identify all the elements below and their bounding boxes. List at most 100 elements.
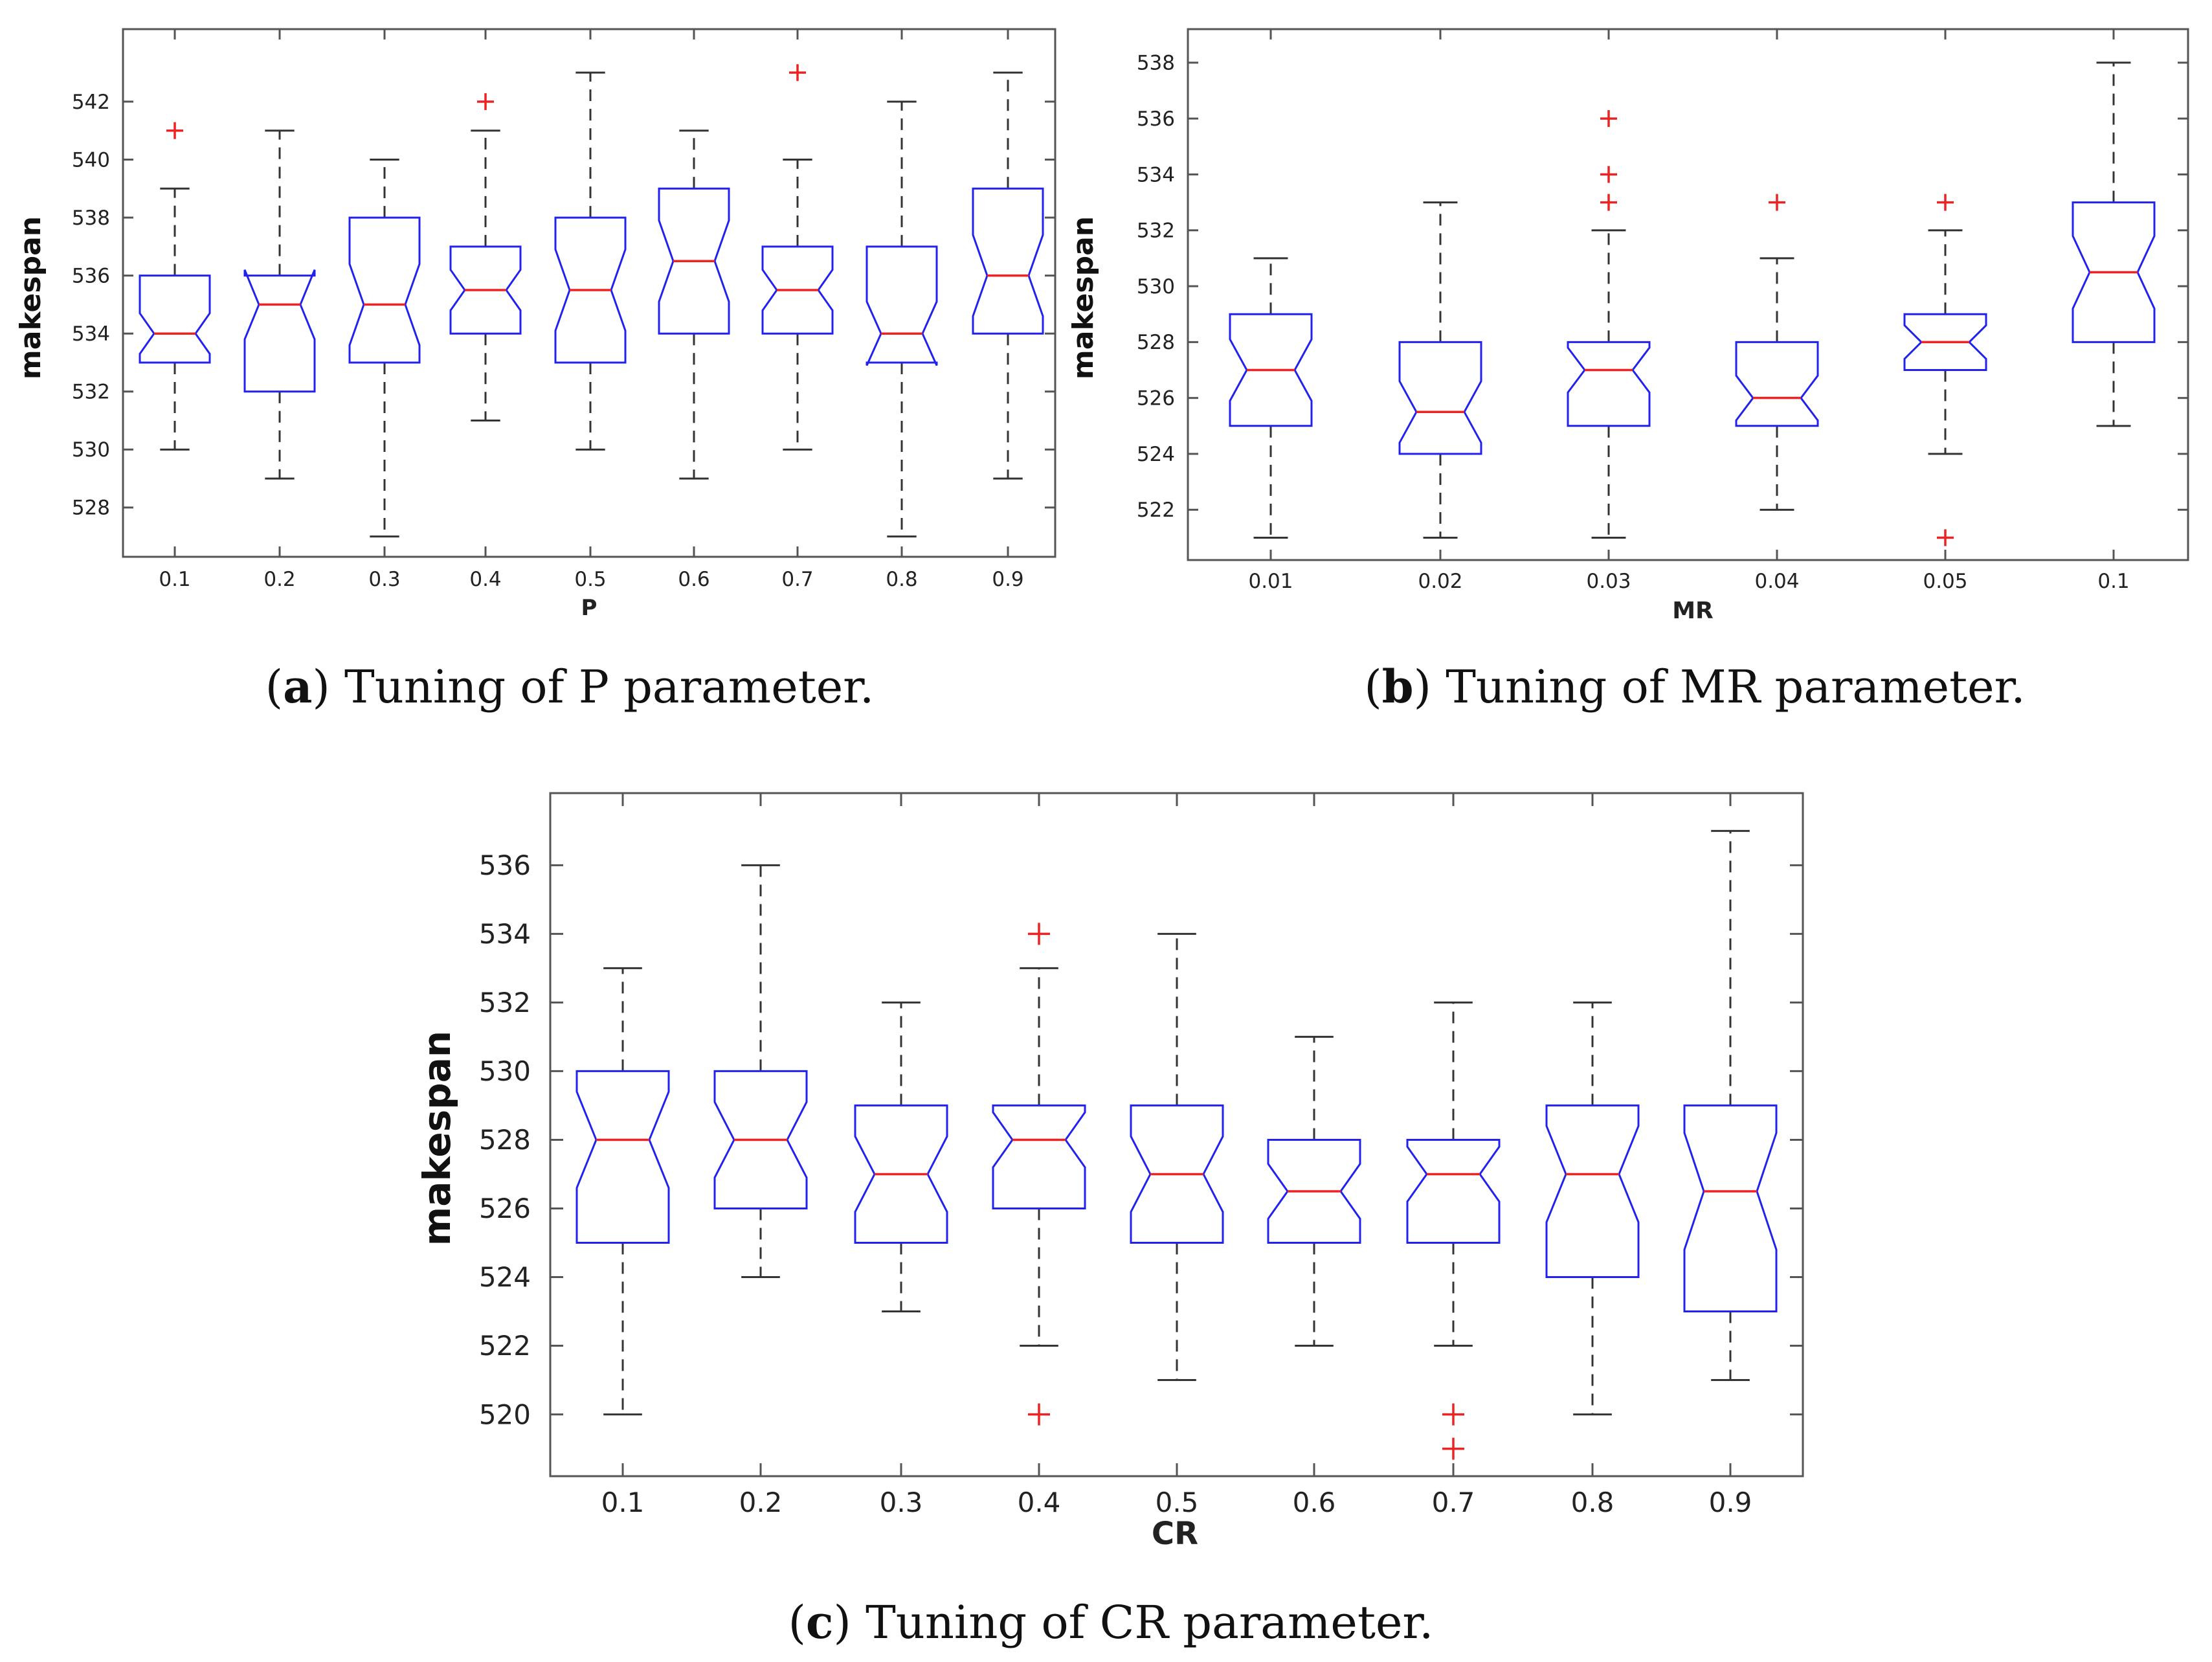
x-tick-label: 0.04 [1754, 570, 1799, 593]
x-tick-label: 0.1 [159, 568, 190, 591]
notched-box [554, 216, 627, 364]
panel-a-caption: (a) Tuning of P parameter. [265, 660, 874, 713]
notched-box [449, 245, 522, 335]
outlier-marker [1937, 194, 1954, 211]
panel-b-caption: (b) Tuning of MR parameter. [1364, 660, 2025, 713]
outlier-marker [1442, 1437, 1464, 1460]
panel-b-plot-frame [1187, 28, 2189, 561]
y-tick-label: 530 [1137, 275, 1175, 298]
y-tick-label: 532 [72, 381, 110, 404]
notched-box [658, 187, 730, 335]
outlier-marker [1600, 110, 1617, 128]
y-tick-label: 522 [1137, 499, 1175, 522]
y-tick-label: 538 [1137, 52, 1175, 75]
y-tick-label: 530 [479, 1055, 531, 1087]
x-tick-label: 0.8 [886, 568, 917, 591]
x-tick-label: 0.01 [1248, 570, 1293, 593]
x-tick-label: 0.02 [1418, 570, 1462, 593]
panel-b-chart: 522 524 526 528 530 532 534 536 538 0.01 0.02 0.03 0… [1067, 28, 2189, 713]
panel-a-caption-text: Tuning of P parameter. [330, 660, 874, 713]
x-tick-label: 0.4 [1018, 1487, 1061, 1518]
y-tick-label: 524 [1137, 443, 1175, 466]
x-tick-label: 0.9 [992, 568, 1023, 591]
panel-b-x-axis-title: MR [1672, 598, 1714, 624]
y-tick-label: 522 [479, 1330, 531, 1362]
panel-c-y-axis-title: makespan [415, 1031, 459, 1246]
x-tick-label: 0.1 [2097, 570, 2129, 593]
x-tick-label: 0.2 [263, 568, 295, 591]
y-tick-label: 534 [72, 322, 110, 346]
notched-box [972, 187, 1044, 335]
x-tick-label: 0.7 [781, 568, 813, 591]
notched-box [1567, 341, 1651, 427]
notched-box [1683, 1104, 1778, 1312]
notched-box [2072, 201, 2156, 343]
x-tick-label: 0.6 [1293, 1487, 1336, 1518]
panel-c-caption-letter: c [806, 1595, 834, 1649]
y-tick-label: 536 [479, 849, 531, 881]
outlier-marker [1600, 194, 1617, 211]
notched-box [854, 1104, 948, 1244]
x-tick-label: 0.2 [739, 1487, 783, 1518]
panel-a-plot-frame [122, 28, 1056, 558]
notched-box [348, 216, 421, 364]
outlier-marker [1769, 194, 1785, 211]
y-tick-label: 534 [479, 918, 531, 950]
outlier-marker [1442, 1403, 1464, 1426]
outlier-marker [789, 64, 806, 82]
y-tick-label: 536 [1137, 107, 1175, 131]
panel-a-x-axis-title: P [581, 595, 598, 621]
panel-c-caption: (c) Tuning of CR parameter. [788, 1595, 1434, 1649]
panel-b-caption-text: Tuning of MR parameter. [1431, 660, 2026, 713]
x-tick-label: 0.6 [678, 568, 709, 591]
notched-box [1903, 313, 1987, 371]
panel-b-y-axis-title: makespan [1067, 216, 1100, 379]
y-tick-label: 528 [479, 1124, 531, 1156]
notched-box [575, 1070, 670, 1244]
panel-a-chart: 528 530 532 534 536 538 540 542 0.1 0.2 0.3 0.4 0.5 0… [14, 28, 1056, 713]
x-tick-label: 0.7 [1432, 1487, 1475, 1518]
notched-box [1735, 341, 1819, 427]
panel-c-plot-frame [549, 792, 1804, 1477]
x-tick-label: 0.05 [1923, 570, 1967, 593]
outlier-marker [1600, 166, 1617, 183]
outlier-marker [166, 122, 183, 139]
y-tick-label: 538 [72, 207, 110, 230]
notched-box [1545, 1104, 1640, 1278]
panel-b-caption-letter: b [1382, 660, 1414, 713]
notched-box [1267, 1139, 1361, 1244]
outlier-marker [477, 93, 494, 110]
panel-a-y-axis-title: makespan [14, 216, 47, 379]
y-tick-label: 526 [479, 1193, 531, 1224]
x-tick-label: 0.03 [1586, 570, 1631, 593]
y-tick-label: 540 [72, 148, 110, 172]
notched-box [1406, 1139, 1501, 1244]
x-tick-label: 0.3 [880, 1487, 923, 1518]
notched-box [1398, 341, 1482, 455]
y-tick-label: 526 [1137, 387, 1175, 410]
notched-box [243, 269, 316, 393]
y-tick-label: 532 [479, 987, 531, 1018]
y-tick-label: 532 [1137, 219, 1175, 243]
y-tick-label: 542 [72, 91, 110, 114]
panel-a-caption-letter: a [283, 660, 312, 713]
notched-box [866, 245, 938, 366]
y-tick-label: 530 [72, 438, 110, 462]
y-tick-label: 528 [1137, 331, 1175, 354]
notched-box [713, 1070, 808, 1209]
notched-box [1229, 313, 1313, 427]
outlier-marker [1937, 529, 1954, 546]
y-tick-label: 536 [72, 264, 110, 287]
x-tick-label: 0.9 [1709, 1487, 1752, 1518]
panel-c-x-axis-title: CR [1152, 1516, 1198, 1552]
panel-c-caption-text: Tuning of CR parameter. [851, 1596, 1434, 1649]
x-tick-label: 0.5 [574, 568, 606, 591]
y-tick-label: 520 [479, 1398, 531, 1430]
notched-box [761, 245, 834, 335]
y-tick-label: 524 [479, 1261, 531, 1293]
panel-c-chart: 520 522 524 526 528 530 532 534 536 0.1 0.2 0.3 0.4 0… [415, 792, 1804, 1649]
x-tick-label: 0.5 [1156, 1487, 1199, 1518]
outlier-marker [1028, 1403, 1050, 1426]
x-tick-label: 0.8 [1571, 1487, 1614, 1518]
